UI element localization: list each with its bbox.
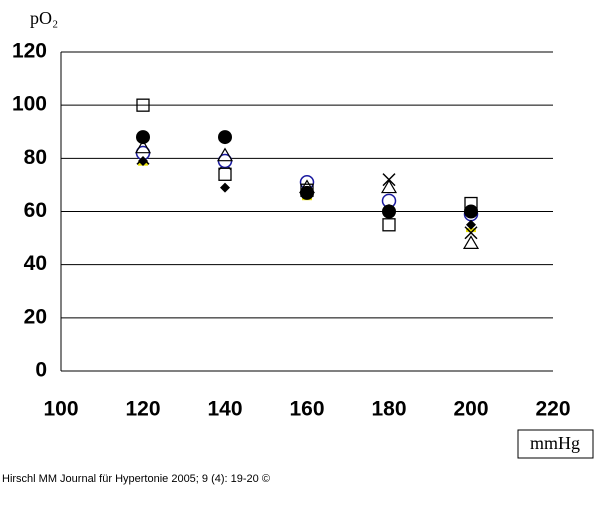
y-tick-label: 20 bbox=[24, 305, 47, 328]
x-tick-label: 160 bbox=[289, 398, 324, 421]
x-tick-label: 100 bbox=[43, 398, 78, 421]
marker-diamond bbox=[138, 155, 148, 166]
y-tick-label: 120 bbox=[12, 40, 47, 63]
marker-square bbox=[218, 167, 232, 181]
y-tick-label: 40 bbox=[24, 252, 47, 275]
marker-square bbox=[464, 196, 478, 211]
y-tick-label: 60 bbox=[24, 199, 47, 222]
x-tick-label: 120 bbox=[125, 398, 160, 421]
marker-circle-filled bbox=[136, 130, 150, 145]
y-tick-label: 80 bbox=[24, 146, 47, 169]
x-label-box bbox=[517, 429, 594, 459]
marker-circle-filled bbox=[218, 130, 232, 145]
x-tick-label: 180 bbox=[371, 398, 406, 421]
marker-square bbox=[382, 218, 396, 232]
marker-triangle bbox=[134, 139, 152, 154]
x-axis-label: mmHg bbox=[530, 433, 580, 453]
y-tick-label: 100 bbox=[12, 93, 47, 116]
marker-circle-filled bbox=[382, 204, 396, 219]
marker-triangle bbox=[462, 235, 480, 249]
marker-dot bbox=[466, 228, 476, 233]
marker-triangle bbox=[380, 179, 398, 194]
x-tick-label: 140 bbox=[207, 398, 242, 421]
y-tick-label: 0 bbox=[35, 359, 47, 382]
marker-circle-filled bbox=[464, 204, 478, 219]
marker-circle-filled bbox=[300, 185, 314, 200]
y-axis-label: pO₂ bbox=[30, 8, 58, 28]
marker-diamond bbox=[220, 182, 230, 193]
marker-diamond bbox=[466, 219, 476, 230]
footer: Hirschl MM Journal für Hypertonie 2005; … bbox=[2, 473, 270, 485]
marker-cross bbox=[464, 226, 478, 240]
marker-square bbox=[136, 98, 150, 112]
marker-square bbox=[300, 183, 314, 197]
marker-triangle bbox=[216, 147, 234, 162]
x-tick-label: 220 bbox=[535, 398, 570, 421]
x-tick-label: 200 bbox=[453, 398, 488, 421]
